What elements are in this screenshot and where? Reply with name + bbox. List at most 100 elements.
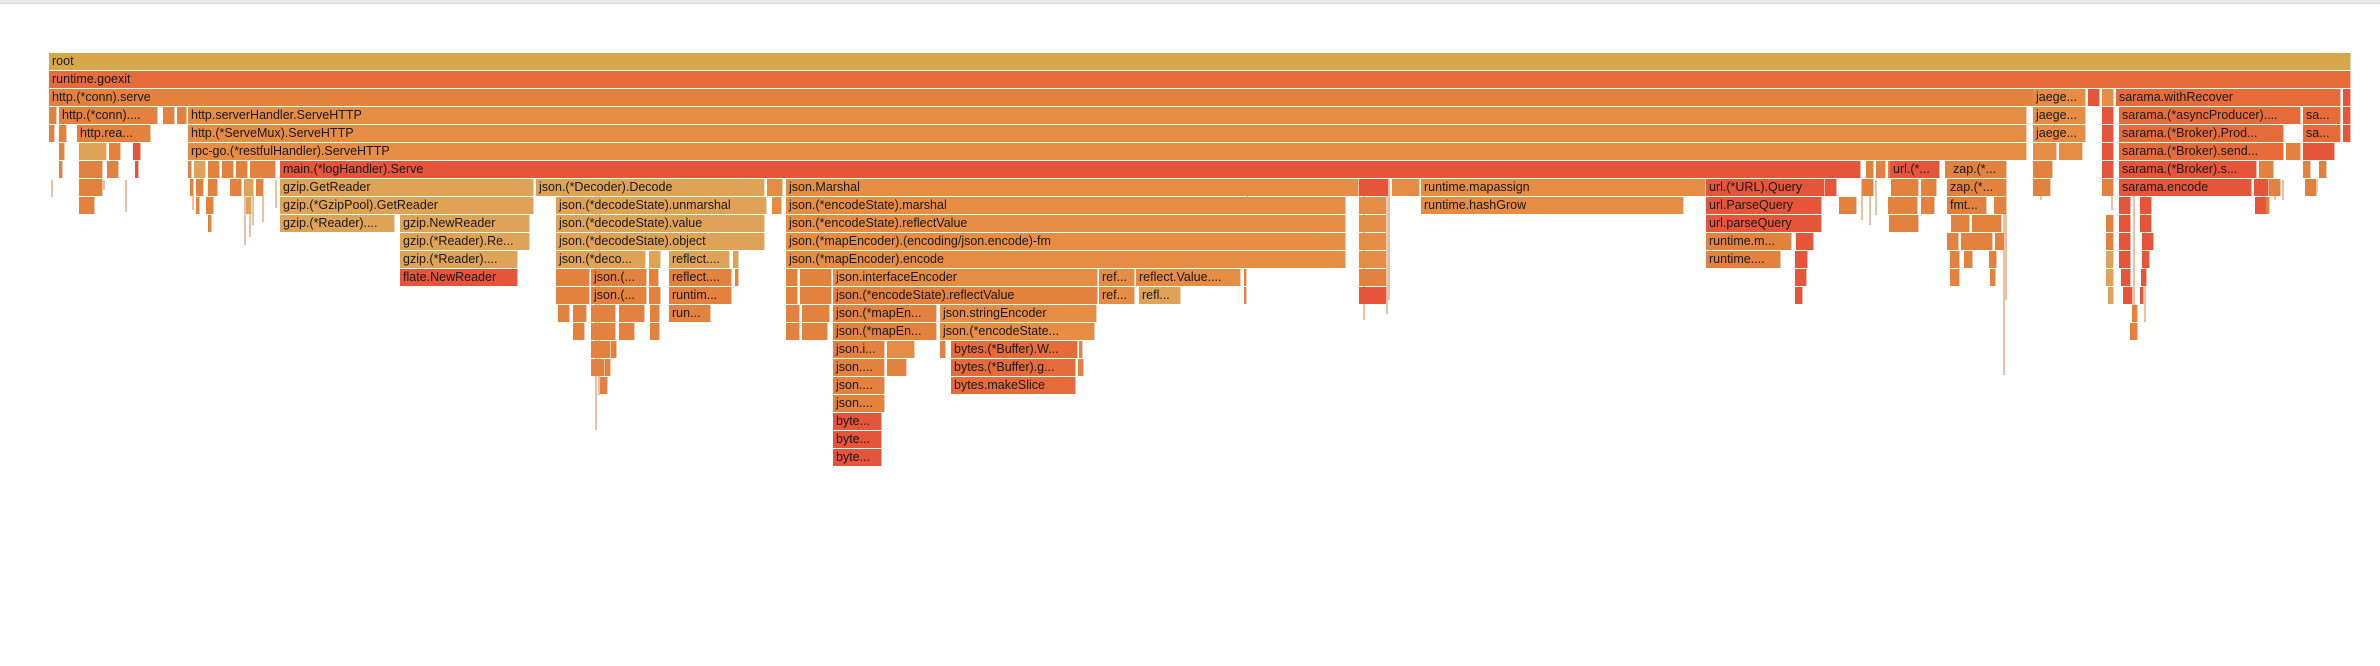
frame-interfaceencoder[interactable]: json.interfaceEncoder	[833, 269, 1098, 286]
frame-unlabeled[interactable]	[802, 305, 830, 322]
frame-sarama-recover[interactable]: sarama.withRecover	[2116, 89, 2341, 106]
frame-unlabeled[interactable]	[649, 269, 659, 286]
frame-hashgrow[interactable]: runtime.hashGrow	[1421, 197, 1684, 214]
frame-unlabeled[interactable]	[79, 161, 103, 178]
frame-url-query[interactable]: url.(*URL).Query	[1706, 179, 1825, 196]
frame-unlabeled[interactable]	[2102, 89, 2114, 106]
frame-ref1[interactable]: ref...	[1099, 269, 1135, 286]
frame-goexit[interactable]: runtime.goexit	[49, 71, 2351, 88]
frame-unlabeled[interactable]	[2343, 125, 2351, 142]
frame-gzippool[interactable]: gzip.(*GzipPool).GetReader	[280, 197, 534, 214]
frame-unlabeled[interactable]	[772, 197, 782, 214]
frame-unlabeled[interactable]	[256, 179, 264, 196]
frame-unlabeled[interactable]	[591, 323, 616, 340]
frame-http-rea[interactable]: http.rea...	[77, 125, 151, 142]
frame-server-handler[interactable]: http.serverHandler.ServeHTTP	[188, 107, 2027, 124]
frame-mapen2[interactable]: json.(*mapEn...	[833, 323, 937, 340]
frame-unlabeled[interactable]	[135, 161, 139, 178]
frame-unlabeled[interactable]	[573, 323, 585, 340]
frame-unlabeled[interactable]	[196, 197, 200, 214]
frame-ref2[interactable]: ref...	[1099, 287, 1135, 304]
frame-root[interactable]: root	[49, 53, 2351, 70]
frame-byte1[interactable]: byte...	[833, 413, 882, 430]
frame-unlabeled[interactable]	[2033, 161, 2053, 178]
frame-unlabeled[interactable]	[1079, 341, 1083, 358]
frame-unlabeled[interactable]	[2343, 107, 2351, 124]
frame-unlabeled[interactable]	[163, 107, 175, 124]
frame-unlabeled[interactable]	[1995, 233, 2005, 250]
frame-unlabeled[interactable]	[1392, 179, 1420, 196]
frame-fmt[interactable]: fmt...	[1947, 197, 1987, 214]
frame-unlabeled[interactable]	[59, 143, 65, 160]
frame-sarama-broker-prod[interactable]: sarama.(*Broker).Prod...	[2119, 125, 2284, 142]
frame-flate-newreader[interactable]: flate.NewReader	[400, 269, 518, 286]
frame-unlabeled[interactable]	[2059, 143, 2083, 160]
frame-runtim[interactable]: runtim...	[669, 287, 732, 304]
frame-unlabeled[interactable]	[650, 323, 660, 340]
frame-unlabeled[interactable]	[556, 287, 590, 304]
frame-stringencoder[interactable]: json.stringEncoder	[940, 305, 1097, 322]
frame-unlabeled[interactable]	[1989, 251, 1997, 268]
frame-unlabeled[interactable]	[1359, 287, 1387, 304]
frame-unlabeled[interactable]	[558, 305, 570, 322]
frame-unlabeled[interactable]	[2266, 197, 2270, 214]
frame-unlabeled[interactable]	[194, 161, 206, 178]
frame-unlabeled[interactable]	[1359, 251, 1387, 268]
frame-gzip-getreader[interactable]: gzip.GetReader	[280, 179, 534, 196]
frame-json-dots1[interactable]: json....	[833, 359, 885, 376]
frame-sarama-broker-s[interactable]: sarama.(*Broker).s...	[2119, 161, 2257, 178]
frame-sarama-async[interactable]: sarama.(*asyncProducer)....	[2119, 107, 2301, 124]
frame-unlabeled[interactable]	[2106, 251, 2114, 268]
frame-unlabeled[interactable]	[573, 305, 587, 322]
frame-unlabeled[interactable]	[767, 179, 783, 196]
frame-unlabeled[interactable]	[2119, 215, 2131, 232]
frame-unlabeled[interactable]	[1866, 161, 1874, 178]
frame-unlabeled[interactable]	[2269, 179, 2281, 196]
frame-unlabeled[interactable]	[611, 341, 617, 358]
frame-encodestate-dots[interactable]: json.(*encodeState...	[940, 323, 1095, 340]
frame-unlabeled[interactable]	[1888, 197, 1918, 214]
frame-unlabeled[interactable]	[1947, 233, 1959, 250]
frame-buffer-w[interactable]: bytes.(*Buffer).W...	[951, 341, 1078, 358]
frame-unlabeled[interactable]	[605, 359, 611, 376]
frame-buffer-g[interactable]: bytes.(*Buffer).g...	[951, 359, 1076, 376]
frame-unlabeled[interactable]	[1825, 179, 1837, 196]
frame-unlabeled[interactable]	[1359, 215, 1387, 232]
frame-restful[interactable]: rpc-go.(*restfulHandler).ServeHTTP	[188, 143, 2027, 160]
frame-unlabeled[interactable]	[786, 305, 800, 322]
frame-unlabeled[interactable]	[2286, 143, 2301, 160]
frame-unlabeled[interactable]	[1244, 269, 1247, 286]
frame-unlabeled[interactable]	[2123, 287, 2133, 304]
frame-unlabeled[interactable]	[2033, 143, 2057, 160]
frame-unlabeled[interactable]	[1078, 359, 1084, 376]
frame-unlabeled[interactable]	[59, 125, 67, 142]
frame-unlabeled[interactable]	[206, 197, 214, 214]
frame-unlabeled[interactable]	[591, 305, 616, 322]
frame-unlabeled[interactable]	[208, 179, 218, 196]
frame-sa2[interactable]: sa...	[2303, 125, 2341, 142]
frame-unlabeled[interactable]	[1951, 215, 1970, 232]
frame-json-paren2[interactable]: json.(...	[591, 287, 647, 304]
frame-json-dots2[interactable]: json....	[833, 377, 885, 394]
frame-ds-object[interactable]: json.(*decodeState).object	[556, 233, 765, 250]
frame-unlabeled[interactable]	[79, 143, 107, 160]
frame-unlabeled[interactable]	[1964, 251, 1973, 268]
frame-unlabeled[interactable]	[2119, 197, 2131, 214]
frame-byte2[interactable]: byte...	[833, 431, 882, 448]
frame-unlabeled[interactable]	[1796, 233, 1814, 250]
frame-unlabeled[interactable]	[2102, 107, 2114, 124]
frame-unlabeled[interactable]	[2088, 89, 2100, 106]
frame-unlabeled[interactable]	[1921, 179, 1937, 196]
frame-unlabeled[interactable]	[49, 125, 55, 142]
frame-reflect-1[interactable]: reflect....	[669, 251, 730, 268]
frame-unlabeled[interactable]	[2303, 161, 2311, 178]
frame-unlabeled[interactable]	[2108, 287, 2114, 304]
frame-unlabeled[interactable]	[244, 179, 254, 196]
frame-unlabeled[interactable]	[802, 323, 828, 340]
frame-unlabeled[interactable]	[1876, 161, 1886, 178]
frame-unlabeled[interactable]	[786, 269, 798, 286]
frame-mapencoder-encode[interactable]: json.(*mapEncoder).encode	[786, 251, 1346, 268]
frame-unlabeled[interactable]	[1839, 197, 1857, 214]
frame-unlabeled[interactable]	[2142, 251, 2150, 268]
frame-gzip-reader-3[interactable]: gzip.(*Reader)....	[400, 251, 518, 268]
